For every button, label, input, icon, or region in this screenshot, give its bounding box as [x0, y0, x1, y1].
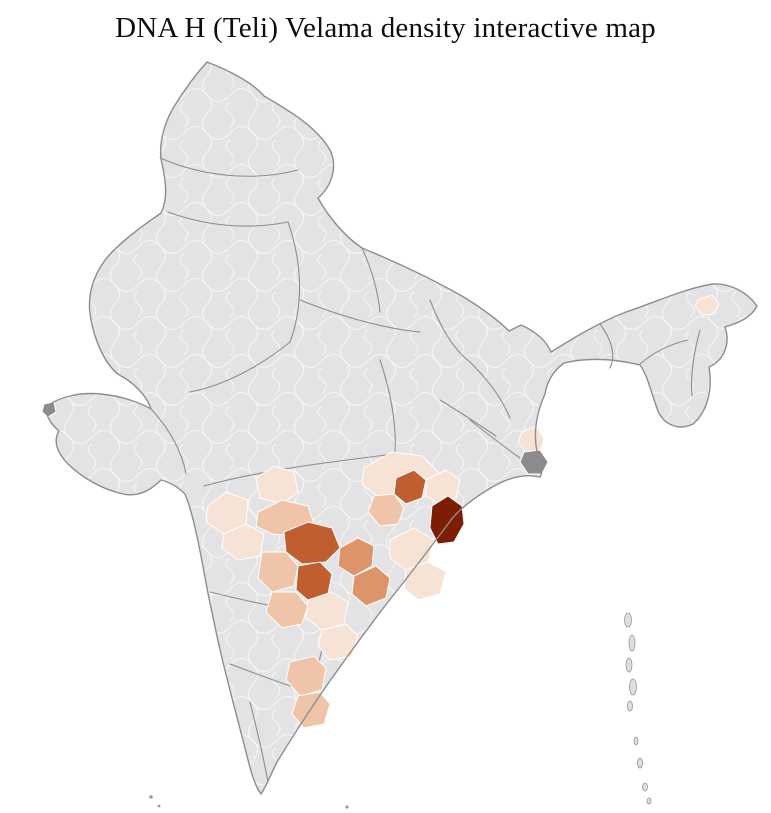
island[interactable]: [637, 757, 643, 769]
page-title: DNA H (Teli) Velama density interactive …: [115, 12, 656, 44]
island[interactable]: [625, 657, 633, 673]
islands-andaman-nicobar[interactable]: [624, 612, 652, 805]
islet: [345, 805, 349, 809]
island[interactable]: [629, 678, 637, 696]
india-landmass[interactable]: [46, 62, 758, 794]
island[interactable]: [646, 797, 652, 805]
island[interactable]: [627, 700, 633, 712]
islet: [157, 804, 161, 808]
island[interactable]: [624, 612, 632, 628]
islands-lakshadweep: [149, 795, 349, 809]
island[interactable]: [628, 634, 636, 652]
island[interactable]: [633, 736, 639, 746]
island[interactable]: [642, 782, 648, 792]
islet: [149, 795, 153, 799]
